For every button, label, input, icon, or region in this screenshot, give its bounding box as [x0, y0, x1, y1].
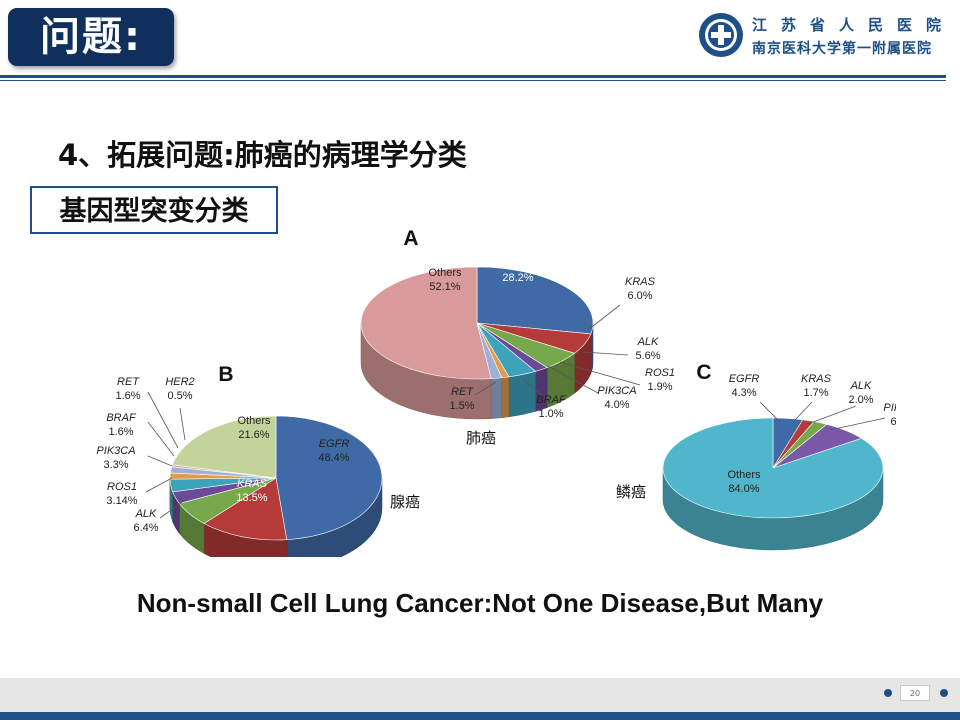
pie-slice	[662, 417, 884, 519]
slice-value-label: 13.5%	[236, 492, 267, 504]
pie-chart-B: EGFR 48.4% KRAS 13.5% ALK 6.4% ROS1 3.14% PIK3CA…	[96, 363, 420, 557]
slice-category-label: BRAF	[536, 394, 567, 406]
leader-line	[759, 401, 779, 421]
leader-line	[159, 499, 186, 519]
pie-slice-side	[501, 376, 510, 418]
mutation-pie-charts: EGFR 28.2% KRAS 6.0% ALK 5.6% ROS1 1.9% PIK3CA 4.…	[96, 227, 896, 557]
slice-category-label: HER2	[165, 376, 194, 388]
slice-category-label: Others	[237, 415, 271, 427]
section-tag: 基因型突变分类	[30, 186, 278, 234]
leader-line	[147, 455, 173, 467]
slice-value-label: 6.4%	[133, 522, 158, 534]
pie-slice	[203, 477, 288, 541]
leader-line	[179, 407, 186, 441]
header-divider-thin	[0, 80, 946, 81]
pie-chart-C: EGFR 4.3% KRAS 1.7% ALK 2.0% PIK3CA 6.7% Others 8…	[616, 361, 896, 551]
slice-category-label: PIK3CA	[883, 402, 896, 414]
footer-bar	[0, 712, 960, 720]
slide-title: 问题:	[8, 8, 174, 66]
pie-subtype-label: 鳞癌	[616, 483, 646, 501]
slice-category-label: Others	[428, 267, 462, 279]
pie-slice	[172, 415, 277, 479]
slice-value-label: 3.14%	[106, 495, 137, 507]
pie-slice	[476, 266, 594, 335]
slide-subtitle: 4、拓展问题:肺癌的病理学分类	[58, 138, 467, 172]
footer-dot	[884, 689, 892, 697]
slice-category-label: ROS1	[645, 367, 675, 379]
footer-dot	[940, 689, 948, 697]
slice-value-label: 3.3%	[103, 459, 128, 471]
slice-value-label: 28.2%	[502, 272, 533, 284]
slice-value-label: 2.0%	[848, 394, 873, 406]
header-divider	[0, 75, 946, 78]
slice-value-label: 6.7%	[890, 416, 896, 428]
pie-slice	[360, 266, 492, 380]
leader-line	[794, 401, 813, 421]
leader-line	[547, 365, 599, 394]
slice-category-label: KRAS	[801, 373, 832, 385]
slice-category-label: ROS1	[107, 481, 137, 493]
pie-chart-A: EGFR 28.2% KRAS 6.0% ALK 5.6% ROS1 1.9% PIK3CA 4.…	[360, 227, 675, 447]
slice-value-label: 1.6%	[108, 426, 133, 438]
pie-subtype-label: 肺癌	[466, 429, 496, 447]
slice-value-label: 4.3%	[731, 387, 756, 399]
slice-value-label: 1.9%	[647, 381, 672, 393]
slice-value-label: 52.1%	[429, 281, 460, 293]
slice-category-label: BRAF	[106, 412, 137, 424]
slice-value-label: 1.7%	[803, 387, 828, 399]
slice-category-label: EGFR	[319, 438, 350, 450]
slice-category-label: PIK3CA	[597, 385, 636, 397]
leader-line	[559, 361, 641, 386]
slice-category-label: ALK	[135, 508, 157, 520]
slice-value-label: 84.0%	[728, 483, 759, 495]
slice-category-label: KRAS	[625, 276, 656, 288]
leader-line	[147, 421, 175, 457]
leader-line	[587, 304, 621, 331]
panel-letter: C	[696, 361, 711, 384]
slice-value-label: 1.5%	[449, 400, 474, 412]
slice-category-label: ALK	[850, 380, 872, 392]
leader-line	[807, 405, 857, 425]
leader-line	[147, 391, 179, 449]
slice-value-label: 6.0%	[627, 290, 652, 302]
slice-category-label: RET	[451, 386, 474, 398]
panel-letter: A	[403, 227, 418, 250]
slice-category-label: RET	[117, 376, 140, 388]
hospital-affiliation: 南京医科大学第一附属医院	[752, 41, 932, 57]
panel-letter: B	[218, 363, 233, 386]
hospital-logo-icon	[699, 13, 743, 57]
slice-value-label: 4.0%	[604, 399, 629, 411]
leader-line	[474, 381, 497, 396]
pie-slice	[275, 415, 383, 540]
slice-value-label: 1.0%	[538, 408, 563, 420]
leader-line	[582, 351, 629, 356]
page-number: 20	[900, 685, 930, 701]
slice-category-label: EGFR	[729, 373, 760, 385]
hospital-name: 江苏省人民医院	[752, 16, 956, 34]
slice-value-label: 1.6%	[115, 390, 140, 402]
footer-band	[0, 678, 960, 712]
pie-subtype-label: 腺癌	[390, 493, 420, 511]
leader-line	[521, 377, 546, 399]
slice-category-label: KRAS	[237, 478, 268, 490]
slice-value-label: 5.6%	[635, 350, 660, 362]
slice-value-label: 0.5%	[167, 390, 192, 402]
slice-category-label: EGFR	[503, 258, 534, 270]
slice-category-label: Others	[727, 469, 761, 481]
leader-line	[829, 417, 886, 431]
slice-value-label: 21.6%	[238, 429, 269, 441]
leader-line	[145, 477, 173, 493]
slice-category-label: PIK3CA	[96, 445, 135, 457]
slice-category-label: ALK	[637, 336, 659, 348]
slice-value-label: 48.4%	[318, 452, 349, 464]
slide-caption: Non-small Cell Lung Cancer:Not One Disea…	[136, 588, 824, 618]
